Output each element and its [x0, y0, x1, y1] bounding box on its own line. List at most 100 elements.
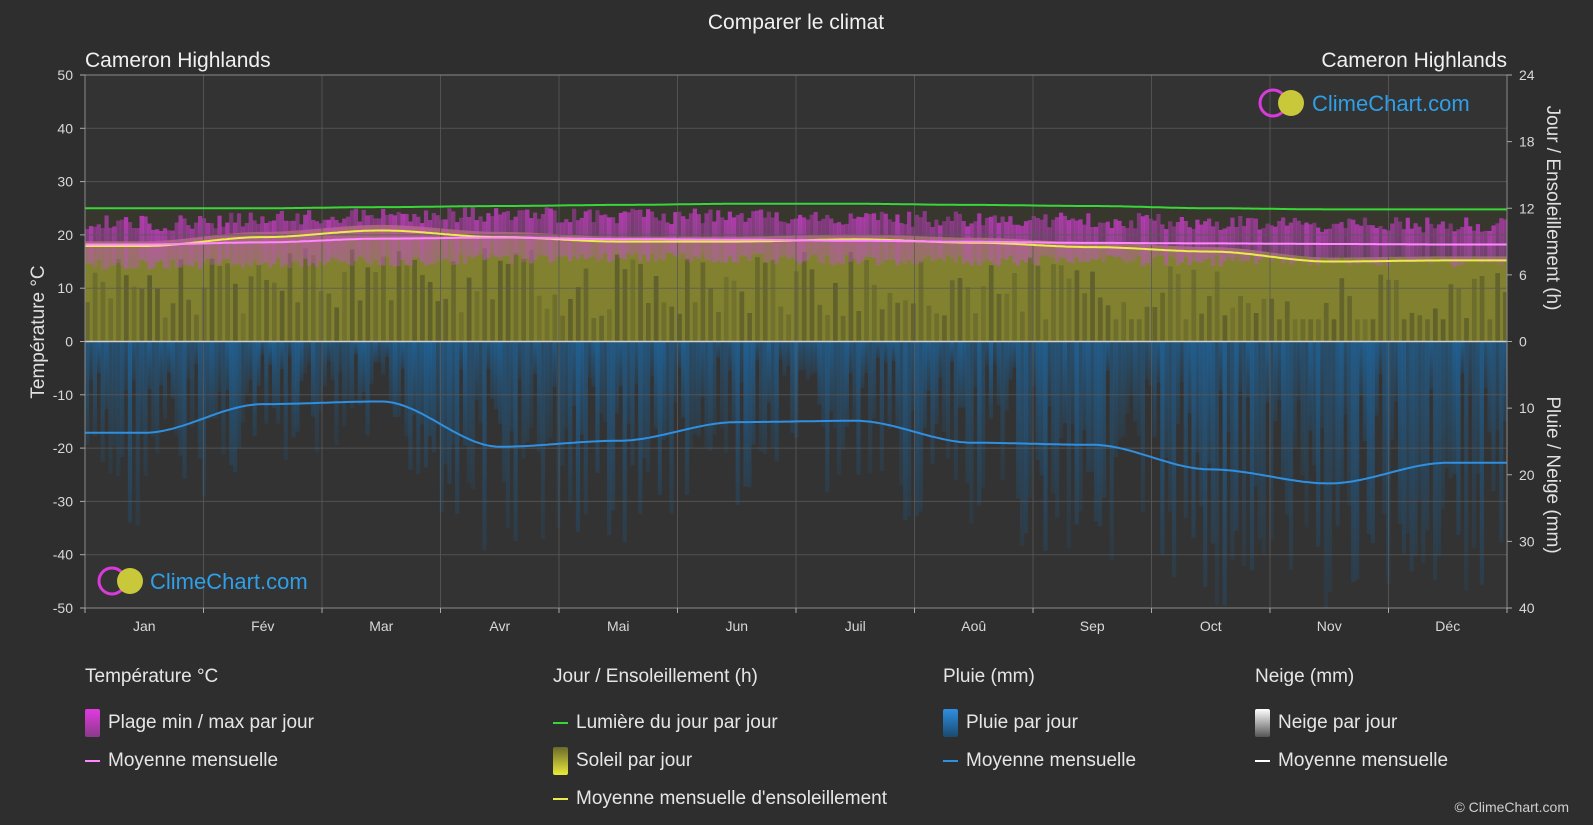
- rain-day-bar: [610, 341, 616, 511]
- rain-day-bar: [1113, 341, 1118, 457]
- temp-day-bar: [1148, 218, 1153, 266]
- temp-day-bar: [548, 208, 553, 263]
- legend-item: Moyenne mensuelle: [85, 742, 314, 780]
- temp-day-bar: [494, 208, 499, 257]
- sunshine-day-bar: [123, 275, 129, 342]
- temp-day-bar: [408, 221, 413, 266]
- temp-day-bar: [1358, 225, 1364, 261]
- daylight-line: [85, 202, 1507, 211]
- rain-day-bar: [361, 341, 366, 393]
- right-top-tick-label: 6: [1519, 267, 1527, 283]
- rain-day-bar: [630, 341, 635, 466]
- temp-day-bar: [595, 210, 600, 262]
- rain-day-bar: [1222, 341, 1227, 606]
- temp-day-bar: [848, 213, 853, 262]
- temp-day-bar: [295, 213, 300, 263]
- rain-day-bar: [182, 341, 187, 479]
- rain-day-bar: [1343, 341, 1348, 415]
- rain-day-bar: [431, 341, 436, 453]
- sunshine-day-bar: [349, 249, 355, 342]
- temp-day-bar: [953, 211, 958, 263]
- temp-day-bar: [1460, 227, 1465, 265]
- rain-day-bar: [825, 341, 830, 492]
- sunshine-day-bar: [1207, 296, 1212, 342]
- temp-day-bar: [871, 213, 877, 258]
- temp-day-bar: [303, 214, 308, 259]
- temp-day-bar: [252, 220, 257, 262]
- rain-day-bar: [626, 341, 631, 424]
- sunshine-day-bar: [147, 275, 153, 342]
- rain-day-bar: [1331, 341, 1336, 483]
- temp-day-bar: [104, 215, 109, 270]
- rain-day-bar: [357, 341, 362, 406]
- rain-day-bar: [1004, 341, 1009, 411]
- temp-day-bar: [349, 210, 355, 266]
- sunshine-day-bar: [233, 283, 238, 342]
- sunshine-day-bar: [139, 288, 145, 342]
- temp-day-bar: [1140, 216, 1145, 266]
- temp-day-bar: [1055, 217, 1060, 263]
- temp-day-bar: [1249, 217, 1255, 257]
- rain-day-bar: [836, 341, 842, 476]
- rain-day-bar: [162, 341, 168, 419]
- temp-day-bar: [638, 209, 643, 262]
- x-tick-label: Déc: [1435, 618, 1460, 634]
- temp-day-bar: [661, 213, 666, 261]
- sunshine-day-bar: [497, 260, 503, 342]
- rain-day-bar: [1074, 341, 1079, 525]
- sunshine-day-bar: [272, 282, 277, 342]
- sunshine-day-bar: [1175, 273, 1181, 342]
- temp-day-bar: [92, 226, 97, 268]
- rain-day-bar: [420, 341, 425, 425]
- rain-day-bar: [1351, 341, 1356, 583]
- rain-day-bar: [957, 341, 962, 408]
- rain-day-bar: [883, 341, 888, 363]
- sunshine-day-bar: [677, 313, 682, 342]
- rain-day-bar: [392, 341, 397, 417]
- rain-day-bar: [1179, 341, 1184, 382]
- sunshine-mean-swatch-icon: [553, 798, 568, 800]
- temp-day-bar: [190, 228, 195, 267]
- sunshine-day-bar: [326, 293, 332, 342]
- rain-day-bar: [1362, 341, 1368, 441]
- sunshine-day-bar: [1316, 319, 1321, 342]
- temp-day-bar: [131, 228, 136, 269]
- temp-day-bar: [322, 219, 327, 266]
- rain-day-bar: [649, 341, 655, 377]
- sunshine-day-bar: [1090, 271, 1095, 342]
- temp-day-bar: [1074, 220, 1079, 258]
- rain-day-bar: [240, 341, 246, 423]
- rain-day-bar: [544, 341, 549, 442]
- sunshine-day-bar: [513, 253, 519, 342]
- rain-day-bar: [229, 341, 234, 466]
- rain-day-bar: [1191, 341, 1196, 539]
- legend-temperature-header: Température °C: [85, 666, 219, 687]
- rain-day-bar: [1281, 341, 1286, 481]
- rain-day-bar: [1062, 341, 1068, 424]
- rain-day-bar: [840, 341, 845, 451]
- temp-day-bar: [338, 222, 343, 263]
- rain-day-bar: [1168, 341, 1173, 512]
- rain-day-bar: [868, 341, 873, 473]
- rain-day-bar: [252, 341, 257, 437]
- temp-day-bar: [1203, 221, 1208, 260]
- temp-day-bar: [1125, 228, 1130, 264]
- sunshine-day-bar: [1214, 271, 1220, 342]
- sunshine-day-bar: [162, 317, 168, 342]
- rain-day-bar: [918, 341, 923, 512]
- rain-day-bar: [1027, 341, 1033, 499]
- temp-day-bar: [1475, 224, 1481, 261]
- rain-day-bar: [108, 341, 113, 474]
- rain-day-bar: [272, 341, 277, 409]
- right-top-tick-label: 0: [1519, 334, 1527, 350]
- rain-day-bar: [92, 341, 97, 437]
- logo-text-bottom: ClimeChart.com: [150, 569, 308, 594]
- rain-day-bar: [104, 341, 109, 410]
- rain-day-bar: [755, 341, 760, 361]
- temp-day-bar: [505, 211, 510, 256]
- rain-day-bar: [665, 341, 670, 438]
- rain-day-bar: [1464, 341, 1469, 591]
- temp-day-bar: [521, 210, 526, 263]
- sunshine-day-bar: [287, 253, 293, 342]
- legend-item: Moyenne mensuelle: [1255, 742, 1448, 780]
